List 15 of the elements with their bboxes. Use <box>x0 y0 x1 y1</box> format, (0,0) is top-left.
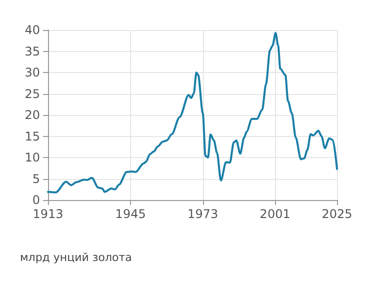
y-tick-label: 0 <box>32 193 40 207</box>
x-tick-label: 1945 <box>115 207 146 221</box>
y-tick-label: 40 <box>24 23 40 37</box>
y-tick-label: 5 <box>32 172 40 186</box>
x-tick-label: 1913 <box>32 207 64 221</box>
y-tick-label: 25 <box>24 86 40 101</box>
y-tick-label: 20 <box>24 108 40 122</box>
y-axis-title: млрд унций золота <box>20 251 132 264</box>
x-tick-label: 2001 <box>260 207 290 221</box>
y-tick-label: 30 <box>24 66 40 80</box>
x-tick-label: 2025 <box>322 207 352 221</box>
y-tick-label: 15 <box>24 129 40 144</box>
y-tick-label: 35 <box>24 44 40 58</box>
x-tick-label: 1973 <box>188 207 218 221</box>
y-tick-label: 10 <box>24 150 40 164</box>
